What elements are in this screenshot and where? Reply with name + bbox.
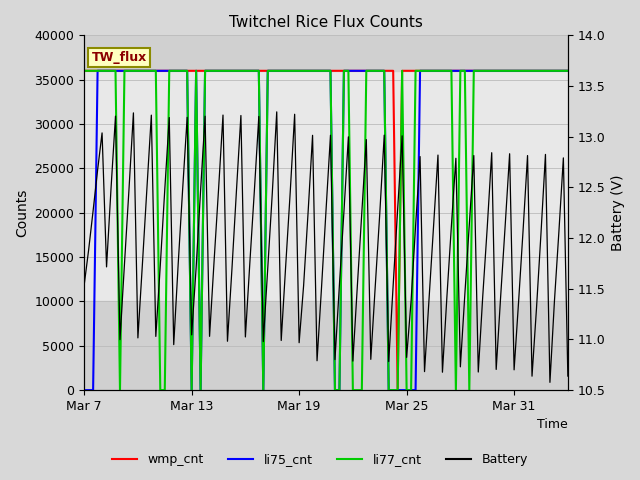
Bar <box>84 36 568 71</box>
X-axis label: Time: Time <box>537 419 568 432</box>
Legend: wmp_cnt, li75_cnt, li77_cnt, Battery: wmp_cnt, li75_cnt, li77_cnt, Battery <box>107 448 533 471</box>
Text: TW_flux: TW_flux <box>92 51 147 64</box>
Title: Twitchel Rice Flux Counts: Twitchel Rice Flux Counts <box>229 15 423 30</box>
Bar <box>84 301 568 390</box>
Y-axis label: Counts: Counts <box>15 189 29 237</box>
Y-axis label: Battery (V): Battery (V) <box>611 174 625 251</box>
